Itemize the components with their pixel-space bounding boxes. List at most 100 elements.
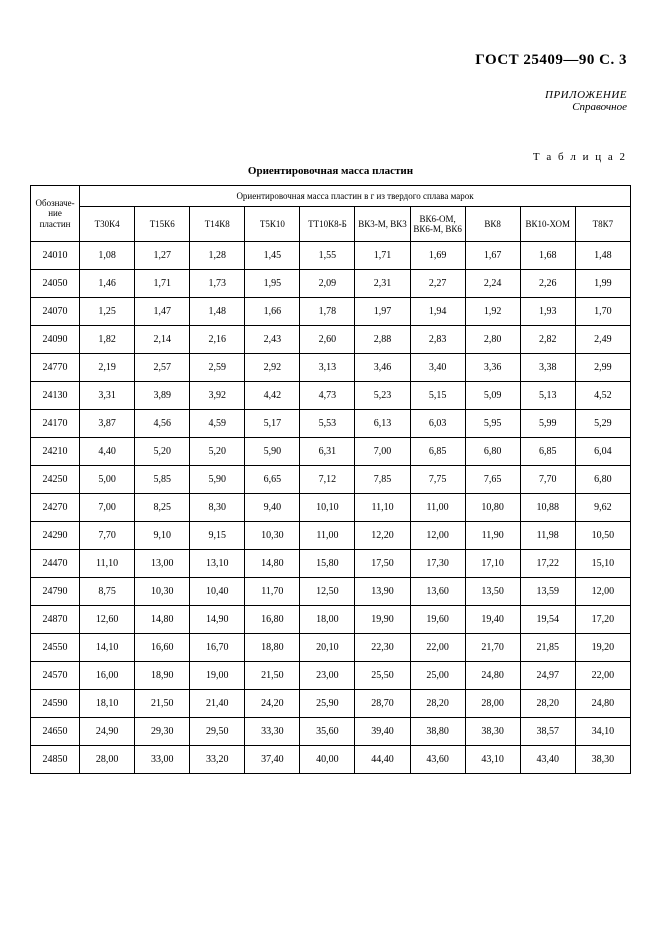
cell: 13,59 <box>520 578 575 606</box>
cell: 2,24 <box>465 270 520 298</box>
cell: 8,75 <box>80 578 135 606</box>
cell: 10,40 <box>190 578 245 606</box>
cell: 24,97 <box>520 662 575 690</box>
cell: 28,70 <box>355 690 410 718</box>
cell: 10,10 <box>300 494 355 522</box>
cell: 2,88 <box>355 326 410 354</box>
cell: 3,46 <box>355 354 410 382</box>
table-row: 242104,405,205,205,906,317,006,856,806,8… <box>31 438 631 466</box>
cell: 3,40 <box>410 354 465 382</box>
cell: 6,65 <box>245 466 300 494</box>
cell: 1,48 <box>190 298 245 326</box>
row-label: 24790 <box>31 578 80 606</box>
table-row: 242505,005,855,906,657,127,857,757,657,7… <box>31 466 631 494</box>
cell: 7,75 <box>410 466 465 494</box>
cell: 5,20 <box>135 438 190 466</box>
cell: 7,70 <box>520 466 575 494</box>
cell: 19,60 <box>410 606 465 634</box>
cell: 2,19 <box>80 354 135 382</box>
cell: 22,00 <box>575 662 630 690</box>
cell: 16,80 <box>245 606 300 634</box>
table-row: 2487012,6014,8014,9016,8018,0019,9019,60… <box>31 606 631 634</box>
row-label: 24850 <box>31 746 80 774</box>
cell: 3,31 <box>80 382 135 410</box>
table-body: 240101,081,271,281,451,551,711,691,671,6… <box>31 242 631 774</box>
cell: 19,00 <box>190 662 245 690</box>
cell: 18,10 <box>80 690 135 718</box>
cell: 1,48 <box>575 242 630 270</box>
cell: 15,10 <box>575 550 630 578</box>
table-row: 2459018,1021,5021,4024,2025,9028,7028,20… <box>31 690 631 718</box>
cell: 5,17 <box>245 410 300 438</box>
cell: 17,30 <box>410 550 465 578</box>
cell: 17,20 <box>575 606 630 634</box>
cell: 33,30 <box>245 718 300 746</box>
cell: 1,94 <box>410 298 465 326</box>
cell: 1,47 <box>135 298 190 326</box>
cell: 25,50 <box>355 662 410 690</box>
cell: 25,00 <box>410 662 465 690</box>
cell: 38,80 <box>410 718 465 746</box>
cell: 6,80 <box>575 466 630 494</box>
cell: 9,40 <box>245 494 300 522</box>
cell: 5,29 <box>575 410 630 438</box>
cell: 13,50 <box>465 578 520 606</box>
col-header: Т8К7 <box>575 207 630 242</box>
row-label: 24470 <box>31 550 80 578</box>
col-header: ВК10-ХОМ <box>520 207 575 242</box>
document-header: ГОСТ 25409—90 С. 3 <box>30 52 627 69</box>
row-label: 24090 <box>31 326 80 354</box>
row-label: 24170 <box>31 410 80 438</box>
cell: 4,56 <box>135 410 190 438</box>
row-label: 24570 <box>31 662 80 690</box>
cell: 28,20 <box>410 690 465 718</box>
cell: 35,60 <box>300 718 355 746</box>
cell: 17,10 <box>465 550 520 578</box>
cell: 6,31 <box>300 438 355 466</box>
cell: 38,30 <box>465 718 520 746</box>
cell: 1,55 <box>300 242 355 270</box>
col-header: ВК3-М, ВК3 <box>355 207 410 242</box>
cell: 12,20 <box>355 522 410 550</box>
row-label: 24130 <box>31 382 80 410</box>
table-row: 2457016,0018,9019,0021,5023,0025,5025,00… <box>31 662 631 690</box>
cell: 11,10 <box>80 550 135 578</box>
cell: 12,60 <box>80 606 135 634</box>
table-row: 240701,251,471,481,661,781,971,941,921,9… <box>31 298 631 326</box>
cell: 3,89 <box>135 382 190 410</box>
col-header: ВК6-ОМ, ВК6-М, ВК6 <box>410 207 465 242</box>
cell: 24,80 <box>575 690 630 718</box>
cell: 3,13 <box>300 354 355 382</box>
cell: 12,00 <box>410 522 465 550</box>
cell: 4,40 <box>80 438 135 466</box>
cell: 22,30 <box>355 634 410 662</box>
cell: 38,57 <box>520 718 575 746</box>
cell: 1,97 <box>355 298 410 326</box>
page: ГОСТ 25409—90 С. 3 ПРИЛОЖЕНИЕ Справочное… <box>0 0 661 936</box>
cell: 12,50 <box>300 578 355 606</box>
cell: 14,80 <box>135 606 190 634</box>
row-label: 24070 <box>31 298 80 326</box>
cell: 2,09 <box>300 270 355 298</box>
cell: 5,90 <box>245 438 300 466</box>
cell: 17,50 <box>355 550 410 578</box>
cell: 2,27 <box>410 270 465 298</box>
cell: 3,38 <box>520 354 575 382</box>
cell: 11,10 <box>355 494 410 522</box>
cell: 14,80 <box>245 550 300 578</box>
table-row: 242707,008,258,309,4010,1011,1011,0010,8… <box>31 494 631 522</box>
cell: 1,92 <box>465 298 520 326</box>
cell: 11,00 <box>300 522 355 550</box>
cell: 14,10 <box>80 634 135 662</box>
cell: 1,78 <box>300 298 355 326</box>
col-header: Т5К10 <box>245 207 300 242</box>
cell: 10,50 <box>575 522 630 550</box>
table-number-label: Т а б л и ц а 2 <box>30 151 627 163</box>
cell: 2,92 <box>245 354 300 382</box>
cell: 1,82 <box>80 326 135 354</box>
row-label: 24770 <box>31 354 80 382</box>
cell: 2,43 <box>245 326 300 354</box>
cell: 9,15 <box>190 522 245 550</box>
table-row: 247702,192,572,592,923,133,463,403,363,3… <box>31 354 631 382</box>
cell: 21,40 <box>190 690 245 718</box>
